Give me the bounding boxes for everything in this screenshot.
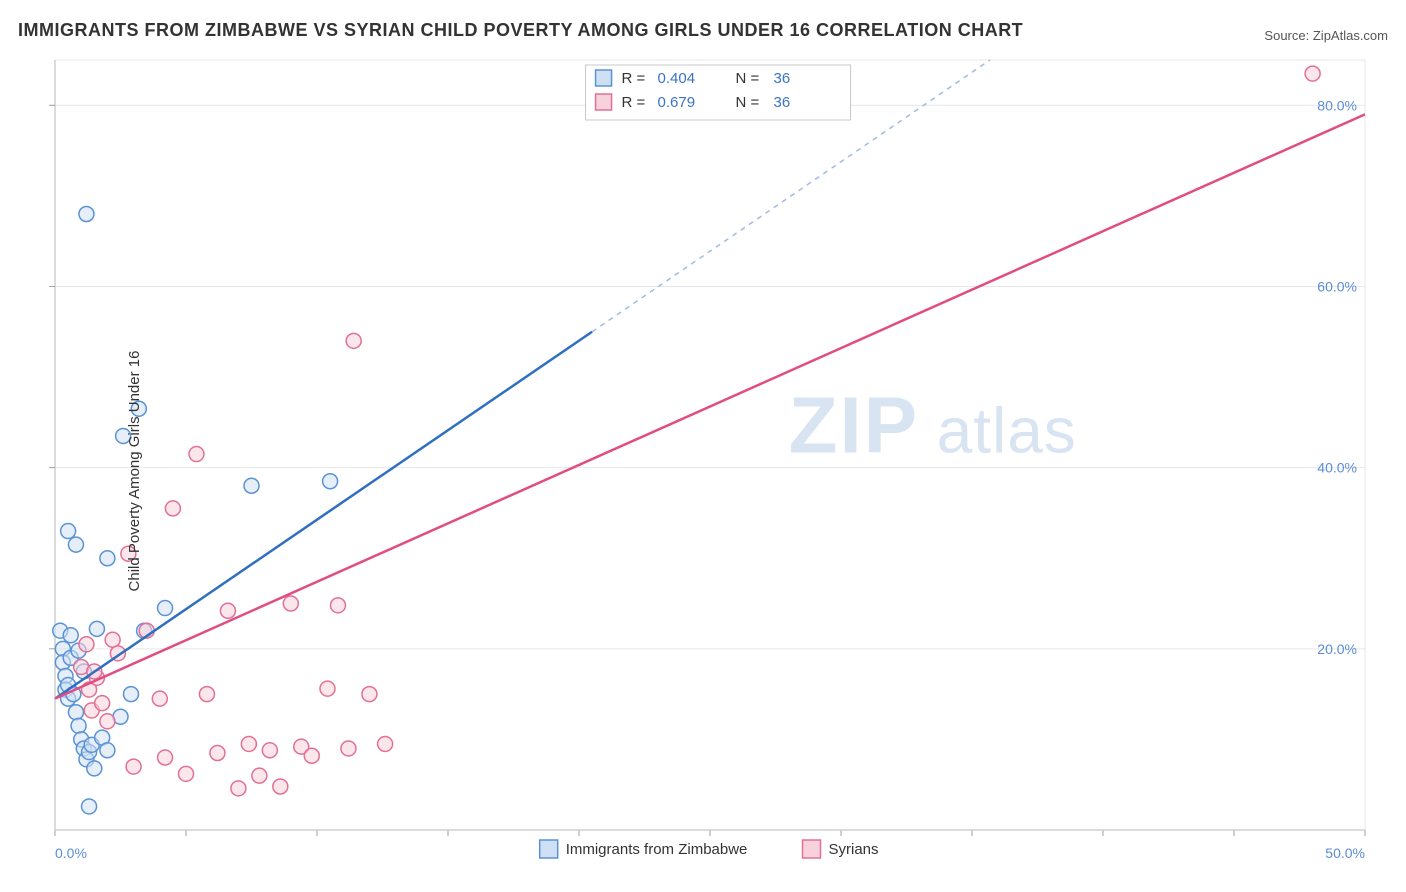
legend-r-label: R = [622, 70, 646, 87]
data-point [68, 537, 83, 552]
svg-text:atlas: atlas [937, 395, 1077, 467]
data-point [105, 632, 120, 647]
data-point [123, 687, 138, 702]
data-point [341, 741, 356, 756]
y-axis-label: Child Poverty Among Girls Under 16 [126, 351, 143, 592]
data-point [220, 603, 235, 618]
data-point [158, 601, 173, 616]
data-point [100, 551, 115, 566]
source-name: ZipAtlas.com [1313, 28, 1388, 43]
y-tick-label: 40.0% [1317, 460, 1357, 476]
data-point [61, 524, 76, 539]
data-point [68, 705, 83, 720]
data-point [179, 766, 194, 781]
legend-swatch [803, 840, 821, 858]
data-point [362, 687, 377, 702]
chart-container: Child Poverty Among Girls Under 16 ZIPat… [0, 50, 1406, 892]
x-tick-label: 50.0% [1325, 845, 1365, 861]
data-point [252, 768, 267, 783]
data-point [244, 478, 259, 493]
data-point [231, 781, 246, 796]
source-attribution: Source: ZipAtlas.com [1264, 28, 1388, 43]
legend-r-value: 0.679 [658, 94, 696, 111]
data-point [199, 687, 214, 702]
data-point [87, 761, 102, 776]
data-point [82, 799, 97, 814]
data-point [323, 474, 338, 489]
legend-r-value: 0.404 [658, 70, 696, 87]
svg-text:ZIP: ZIP [789, 381, 919, 470]
data-point [283, 596, 298, 611]
scatter-chart: ZIPatlas 20.0% 40.0% 60.0% 80.0% 0.0% 50.0% R =… [0, 50, 1406, 892]
source-label: Source: [1264, 28, 1309, 43]
legend-series-label: Immigrants from Zimbabwe [566, 841, 748, 858]
y-tick-label: 80.0% [1317, 97, 1357, 113]
data-point [189, 447, 204, 462]
data-point [273, 779, 288, 794]
data-point [126, 759, 141, 774]
data-point [158, 750, 173, 765]
data-point [71, 718, 86, 733]
data-point [262, 743, 277, 758]
legend-swatch [540, 840, 558, 858]
data-point [1305, 66, 1320, 81]
y-tick-label: 60.0% [1317, 278, 1357, 294]
data-point [346, 333, 361, 348]
legend-r-label: R = [622, 94, 646, 111]
data-point [330, 598, 345, 613]
data-point [79, 207, 94, 222]
data-point [304, 748, 319, 763]
data-point [152, 691, 167, 706]
legend-n-label: N = [736, 94, 760, 111]
legend-n-value: 36 [774, 70, 791, 87]
data-point [89, 621, 104, 636]
y-tick-label: 20.0% [1317, 641, 1357, 657]
legend-swatch [596, 70, 612, 86]
data-point [63, 628, 78, 643]
data-point [100, 743, 115, 758]
data-point [241, 736, 256, 751]
data-point [378, 736, 393, 751]
page-title: IMMIGRANTS FROM ZIMBABWE VS SYRIAN CHILD… [18, 20, 1023, 41]
x-tick-label: 0.0% [55, 845, 87, 861]
data-point [210, 746, 225, 761]
data-point [79, 637, 94, 652]
data-point [95, 696, 110, 711]
data-point [320, 681, 335, 696]
legend-n-label: N = [736, 70, 760, 87]
data-point [165, 501, 180, 516]
legend-swatch [596, 94, 612, 110]
data-point [100, 714, 115, 729]
legend-n-value: 36 [774, 94, 791, 111]
legend-series-label: Syrians [829, 841, 879, 858]
